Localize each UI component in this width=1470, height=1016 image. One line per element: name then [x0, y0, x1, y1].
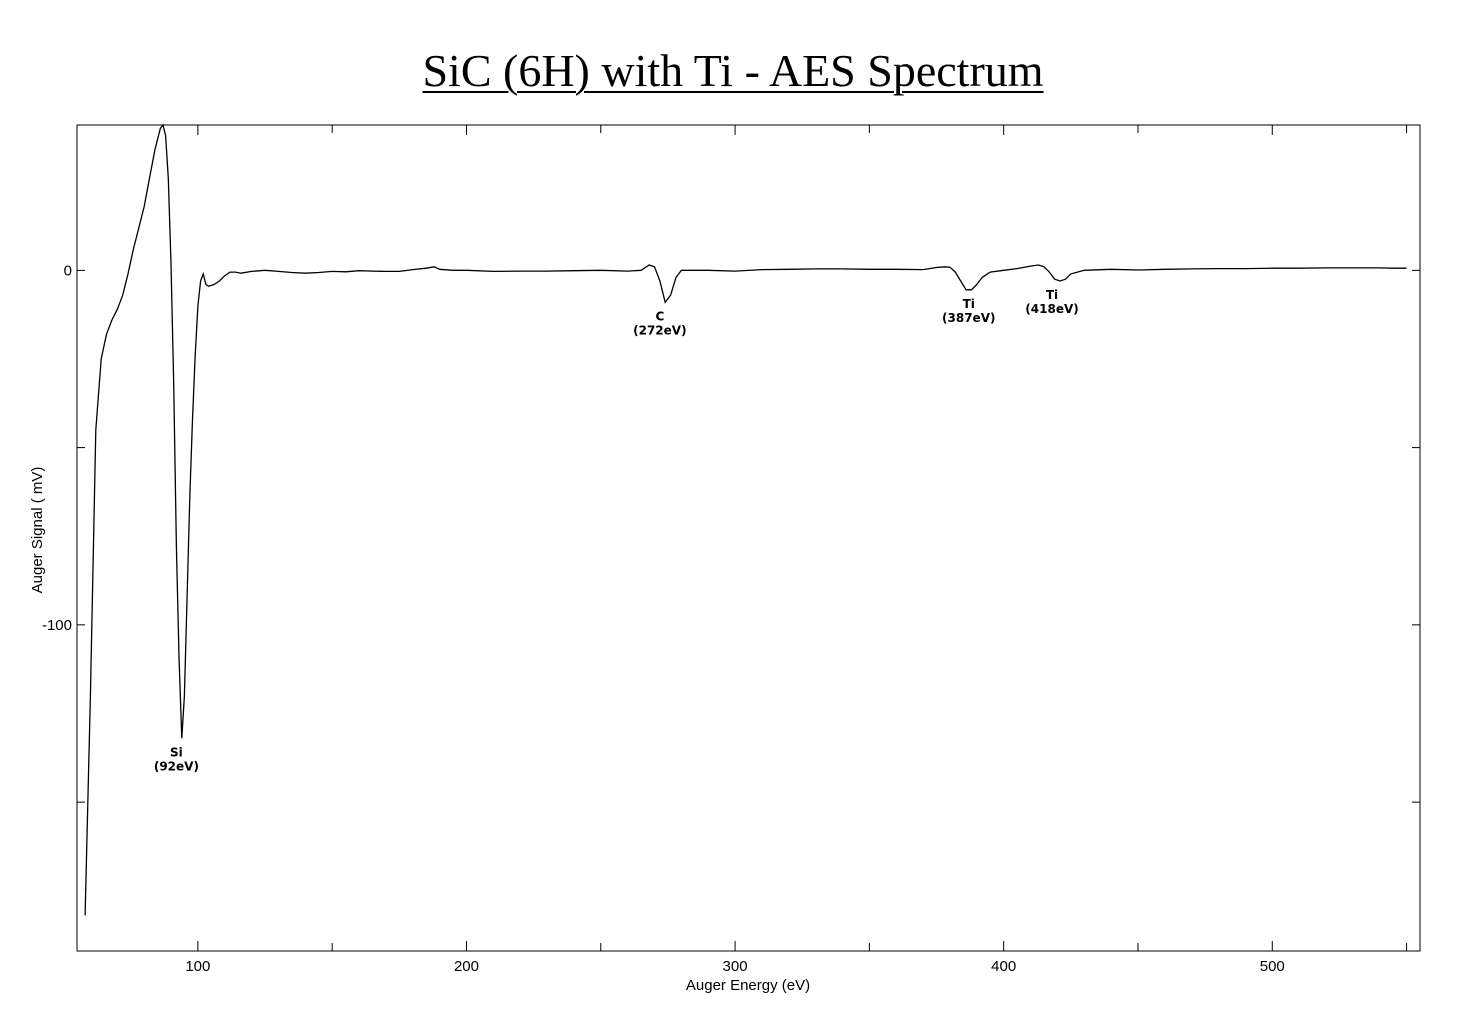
y-tick-label: -100: [42, 617, 72, 634]
x-tick-label: 100: [185, 958, 210, 975]
x-tick-label: 300: [723, 958, 748, 975]
peak-energy-label: (418eV): [1025, 302, 1078, 316]
x-tick-label: 200: [454, 958, 479, 975]
x-tick-label: 500: [1260, 958, 1285, 975]
y-tick-label: 0: [64, 262, 72, 279]
x-tick-label: 400: [991, 958, 1016, 975]
peak-energy-label: (272eV): [633, 323, 686, 337]
peak-labels: Si(92eV)C(272eV)Ti(387eV)Ti(418eV): [154, 288, 1079, 773]
x-axis-label: Auger Energy (eV): [686, 977, 810, 994]
tick-labels: 100 200 300 400 500 0 -100: [42, 262, 1285, 975]
peak-label: Si: [170, 745, 183, 759]
peak-energy-label: (387eV): [942, 311, 995, 325]
chart-title: SiC (6H) with Ti - AES Spectrum: [422, 45, 1044, 96]
peak-energy-label: (92eV): [154, 759, 199, 773]
spectrum-line: [84, 123, 1407, 916]
plot-frame: [76, 124, 1421, 952]
peak-label: Ti: [1046, 288, 1058, 302]
y-axis-label: Auger Signal ( mV): [29, 467, 46, 594]
axis-ticks: [77, 125, 1420, 951]
peak-label: Ti: [963, 297, 975, 311]
peak-label: C: [655, 309, 664, 323]
